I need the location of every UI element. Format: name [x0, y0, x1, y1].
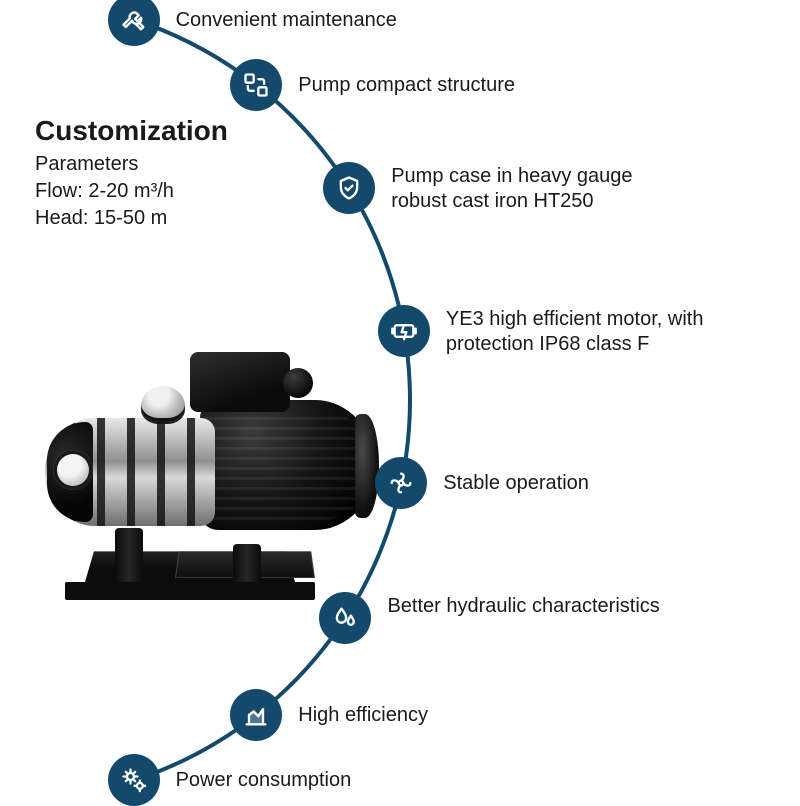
- feature-label: Power consumption: [176, 768, 416, 793]
- customization-title: Customization: [35, 115, 228, 147]
- feature-shield-icon: [323, 162, 375, 214]
- feature-chart-icon: [230, 689, 282, 741]
- feature-label: Pump compact structure: [298, 73, 558, 98]
- customization-block: Customization Parameters Flow: 2-20 m³/h…: [35, 115, 228, 232]
- feature-fan-icon: [375, 457, 427, 509]
- feature-drops-icon: [319, 592, 371, 644]
- feature-label: High efficiency: [298, 703, 518, 728]
- feature-motor-icon: [378, 305, 430, 357]
- feature-label: Better hydraulic characteristics: [387, 594, 687, 619]
- feature-label: Pump case in heavy gauge robust cast iro…: [391, 164, 691, 214]
- feature-wrench-icon: [108, 0, 160, 46]
- customization-line: Head: 15-50 m: [35, 205, 228, 232]
- product-image: [45, 340, 375, 600]
- feature-compact-icon: [230, 59, 282, 111]
- customization-line: Flow: 2-20 m³/h: [35, 178, 228, 205]
- feature-label: YE3 high efficient motor, with protectio…: [446, 307, 766, 357]
- feature-label: Convenient maintenance: [176, 8, 436, 33]
- feature-label: Stable operation: [443, 471, 683, 496]
- feature-gears-icon: [108, 754, 160, 806]
- customization-line: Parameters: [35, 151, 228, 178]
